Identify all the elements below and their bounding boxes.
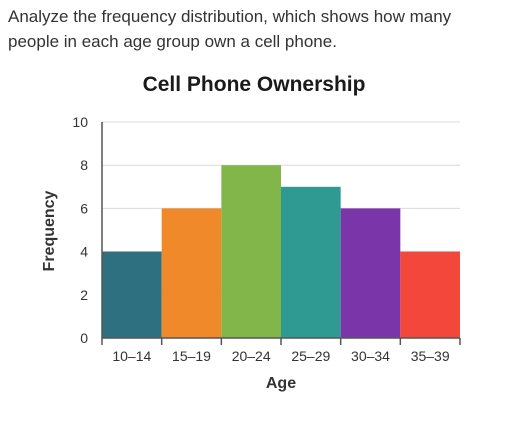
question-text: Analyze the frequency distribution, whic… bbox=[8, 7, 452, 51]
axes bbox=[101, 122, 461, 345]
bar-5 bbox=[400, 251, 460, 338]
bar-2 bbox=[221, 165, 281, 338]
x-tick-label: 35–39 bbox=[411, 348, 450, 364]
x-tick-label: 15–19 bbox=[172, 348, 211, 364]
y-tick-labels: 0 2 4 6 8 10 bbox=[72, 114, 88, 346]
bar-0 bbox=[102, 251, 162, 338]
y-tick-label: 6 bbox=[80, 200, 88, 216]
x-tick-label: 10–14 bbox=[112, 348, 151, 364]
bars bbox=[102, 165, 460, 338]
bar-3 bbox=[281, 186, 341, 338]
bar-1 bbox=[161, 208, 222, 338]
y-tick-label: 2 bbox=[80, 287, 88, 303]
x-tick-label: 25–29 bbox=[291, 348, 330, 364]
y-axis-title: Frequency bbox=[41, 190, 58, 271]
y-tick-label: 4 bbox=[80, 244, 88, 260]
chart-title: Cell Phone Ownership bbox=[143, 73, 366, 96]
x-tick-label: 30–34 bbox=[351, 348, 390, 364]
y-tick-label: 8 bbox=[80, 157, 88, 173]
y-tick-label: 0 bbox=[80, 330, 88, 346]
bar-4 bbox=[340, 208, 401, 338]
x-tick-label: 20–24 bbox=[232, 348, 271, 364]
x-axis-title: Age bbox=[266, 375, 296, 392]
y-tick-label: 10 bbox=[72, 114, 88, 130]
x-tick-labels: 10–14 15–19 20–24 25–29 30–34 35–39 bbox=[112, 348, 449, 364]
